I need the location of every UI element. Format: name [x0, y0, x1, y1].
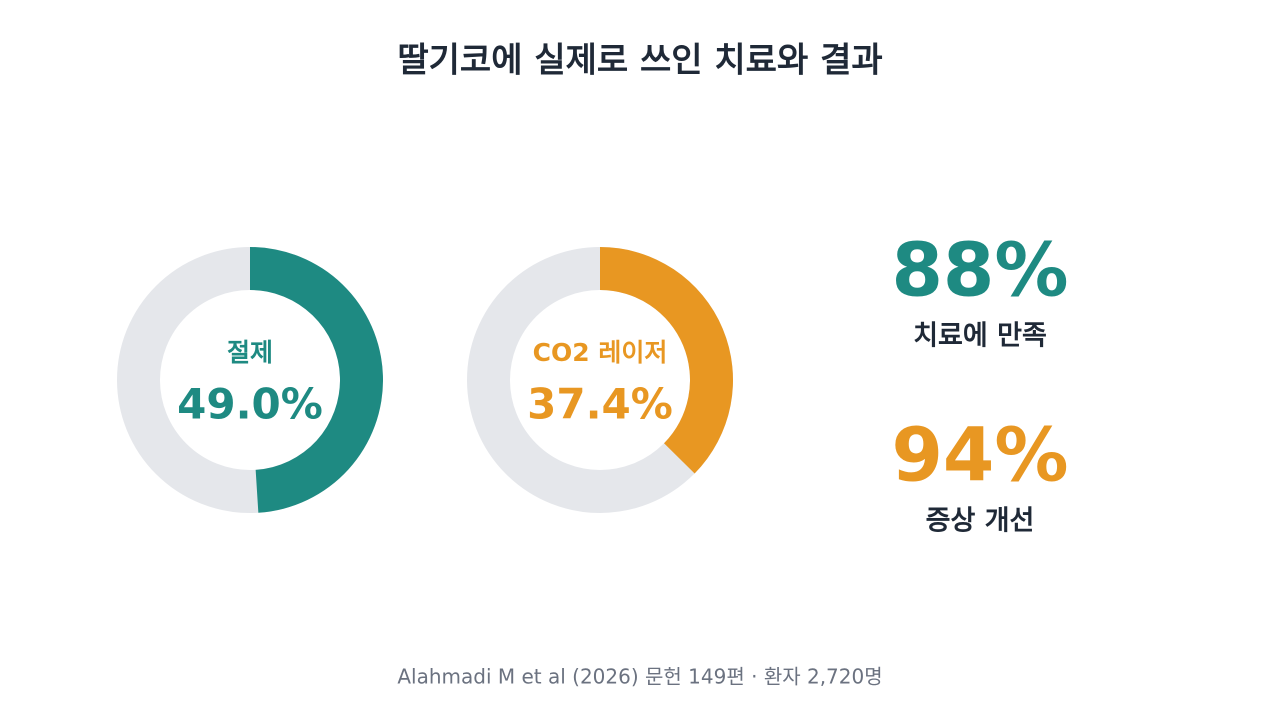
footer: Alahmadi M et al (2026) 문헌 149편 · 환자 2,7… — [397, 665, 882, 689]
stat-label: 치료에 만족 — [913, 321, 1047, 352]
donut-arc — [600, 247, 733, 474]
donut-value: 37.4% — [527, 380, 673, 429]
donut-value: 49.0% — [177, 380, 323, 429]
stat-value: 88% — [891, 228, 1068, 314]
stat-value: 94% — [891, 413, 1068, 499]
donut-label: CO2 레이저 — [533, 338, 668, 367]
stat-label: 증상 개선 — [926, 506, 1035, 537]
donut-arc — [250, 247, 383, 513]
donut-label: 절제 — [227, 338, 273, 367]
title: 딸기코에 실제로 쓰인 치료와 결과 — [397, 41, 882, 81]
